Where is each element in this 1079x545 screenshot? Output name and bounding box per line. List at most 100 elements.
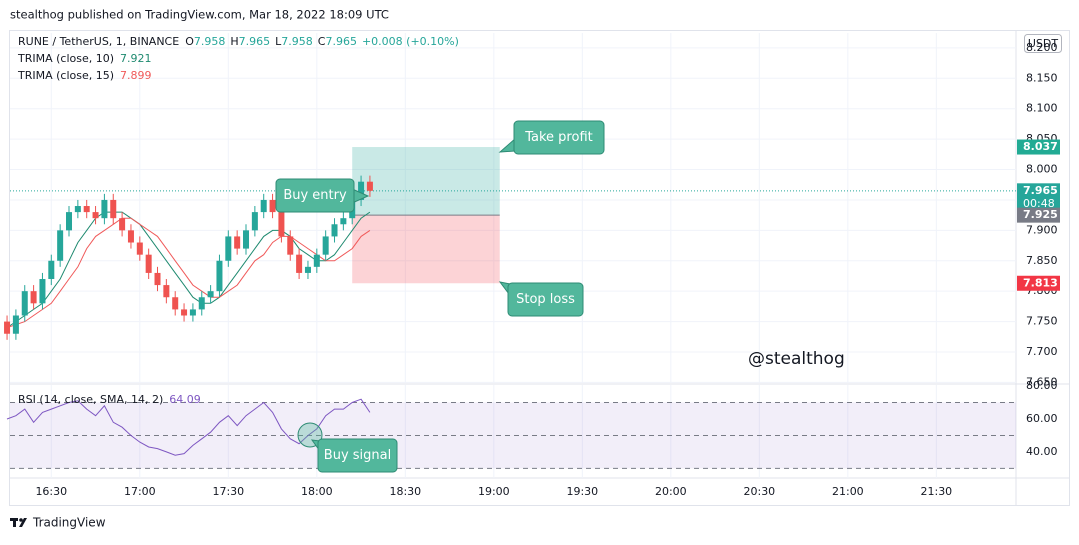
indicator-line <box>6 217 371 329</box>
y-tick-label: 7.850 <box>1026 254 1058 267</box>
ohlc-value: 7.965 <box>325 35 357 48</box>
ohlc-value: 7.958 <box>281 35 313 48</box>
footer-brand: TradingView <box>32 516 106 530</box>
watermark: @stealthog <box>748 349 845 369</box>
candle-body <box>119 218 126 231</box>
ohlc-label: L <box>275 35 282 48</box>
price-label: 7.925 <box>1023 208 1058 221</box>
price-label: 8.037 <box>1023 140 1058 153</box>
candle-body <box>163 285 170 298</box>
candle-body <box>154 272 161 286</box>
candle-body <box>48 260 55 280</box>
candle-body <box>57 230 64 261</box>
candle-body <box>83 206 90 213</box>
price-label-box <box>1017 183 1060 212</box>
x-tick-label: 16:30 <box>35 485 67 498</box>
candle-body <box>136 242 143 255</box>
x-tick-label: 20:30 <box>743 485 775 498</box>
y-tick-label: 8.000 <box>1026 163 1058 176</box>
x-tick-label: 21:30 <box>920 485 952 498</box>
target-zone <box>352 147 500 216</box>
legend-trima15: TRIMA (close, 15) 7.899 <box>17 69 152 82</box>
legend-name: TRIMA (close, 10) <box>17 52 114 65</box>
candle-body <box>198 297 205 310</box>
candle-body <box>4 321 11 334</box>
y-tick-label: 8.100 <box>1026 102 1058 115</box>
ohlc-label: C <box>318 35 326 48</box>
x-tick-label: 19:30 <box>566 485 598 498</box>
candle-body <box>260 199 267 213</box>
x-tick-label: 19:00 <box>478 485 510 498</box>
price-label-box <box>1017 139 1060 155</box>
candle-body <box>278 212 285 237</box>
x-tick-label: 17:30 <box>212 485 244 498</box>
legend-main: RUNE / TetherUS, 1, BINANCE O 7.958 H 7.965 L… <box>18 35 459 48</box>
candle-body <box>358 181 365 200</box>
candle-body <box>110 199 117 219</box>
candle-body <box>366 181 373 191</box>
x-tick-label: 17:00 <box>124 485 156 498</box>
chart-frame <box>9 30 1070 506</box>
header-title: stealthog published on TradingView.com, … <box>10 8 389 22</box>
candle-body <box>234 236 241 249</box>
rsi-line <box>6 398 371 456</box>
candle-body <box>340 218 347 225</box>
y-tick-label: 7.900 <box>1026 223 1058 236</box>
candle-body <box>145 254 152 273</box>
x-tick-label: 20:00 <box>655 485 687 498</box>
candle-body <box>225 236 232 261</box>
y-tick-label: 7.650 <box>1026 375 1058 388</box>
candle-body <box>207 291 214 298</box>
y-tick-label: 7.700 <box>1026 345 1058 358</box>
ohlc-label: O <box>185 35 194 48</box>
currency-button[interactable] <box>1024 34 1062 53</box>
callout-text: Buy entry <box>283 188 347 203</box>
callout-text: Buy signal <box>324 448 391 463</box>
legend-name: RSI (14, close, SMA, 14, 2) <box>18 393 163 406</box>
ohlc-change: +0.008 (+0.10%) <box>362 35 459 48</box>
x-tick-label: 18:00 <box>301 485 333 498</box>
legend-trima10: TRIMA (close, 10) 7.921 <box>17 52 152 65</box>
symbol: RUNE / TetherUS, 1, BINANCE <box>18 35 179 48</box>
y-tick-label: 7.750 <box>1026 315 1058 328</box>
grid <box>10 31 1069 505</box>
candle-body <box>296 254 303 273</box>
currency-label[interactable]: USDT <box>1028 37 1059 50</box>
callout-box <box>507 282 584 317</box>
callout-box <box>513 120 605 155</box>
candle-body <box>30 291 37 304</box>
candle-body <box>12 315 19 334</box>
rsi-tick-label: 80.00 <box>1026 379 1058 392</box>
callout-box <box>317 438 398 473</box>
candle-body <box>74 206 81 213</box>
price-label: 7.813 <box>1023 276 1058 289</box>
rsi-legend: RSI (14, close, SMA, 14, 2) 64.09 <box>18 393 201 406</box>
candle-body <box>172 297 179 310</box>
price-countdown: 00:48 <box>1023 197 1055 210</box>
price-label: 7.965 <box>1023 184 1058 197</box>
callout-box <box>275 178 355 213</box>
legend-value: 7.899 <box>120 69 152 82</box>
legend-value: 64.09 <box>169 393 201 406</box>
candle-body <box>127 230 134 243</box>
candle-body <box>92 212 99 219</box>
candle-body <box>66 212 73 231</box>
candle-body <box>322 236 329 255</box>
y-tick-label: 8.200 <box>1026 41 1058 54</box>
candle-body <box>39 279 46 304</box>
logo <box>10 518 27 527</box>
legend-value: 7.921 <box>120 52 152 65</box>
ohlc-label: H <box>230 35 238 48</box>
callout-text: Take profit <box>524 130 593 145</box>
price-label-box <box>1017 275 1060 291</box>
legend-name: TRIMA (close, 15) <box>17 69 114 82</box>
callout-text: Stop loss <box>516 292 575 307</box>
x-tick-label: 18:30 <box>389 485 421 498</box>
candle-body <box>313 254 320 267</box>
indicator-line <box>6 211 371 329</box>
candle-body <box>243 230 250 249</box>
candle-body <box>21 291 28 316</box>
price-label-box <box>1017 207 1060 223</box>
